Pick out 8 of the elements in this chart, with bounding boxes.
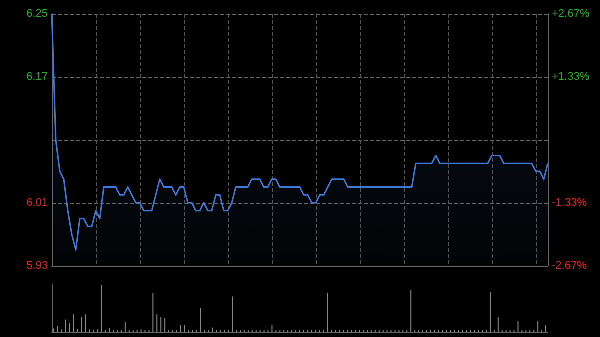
y2-tick-label: +2.67%	[552, 8, 590, 20]
y-tick-label: 6.01	[26, 197, 48, 209]
y2-tick-label: +1.33%	[552, 71, 590, 84]
y2-tick-label: -2.67%	[552, 260, 588, 272]
y-tick-label: 6.17	[26, 71, 48, 83]
y-tick-label: 5.93	[26, 260, 48, 272]
y-tick-label: 6.25	[26, 8, 48, 20]
y2-tick-label: -1.33%	[552, 196, 588, 209]
